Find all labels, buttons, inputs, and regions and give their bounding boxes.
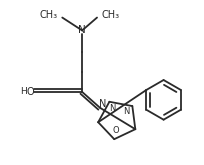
Text: N: N (110, 104, 116, 113)
Text: N: N (78, 25, 86, 35)
Text: H: H (20, 87, 27, 96)
Text: O: O (27, 87, 34, 97)
Text: O: O (113, 126, 119, 135)
Text: N: N (99, 99, 107, 109)
Text: N: N (123, 107, 130, 116)
Text: CH₃: CH₃ (39, 10, 57, 20)
Text: CH₃: CH₃ (101, 10, 119, 20)
